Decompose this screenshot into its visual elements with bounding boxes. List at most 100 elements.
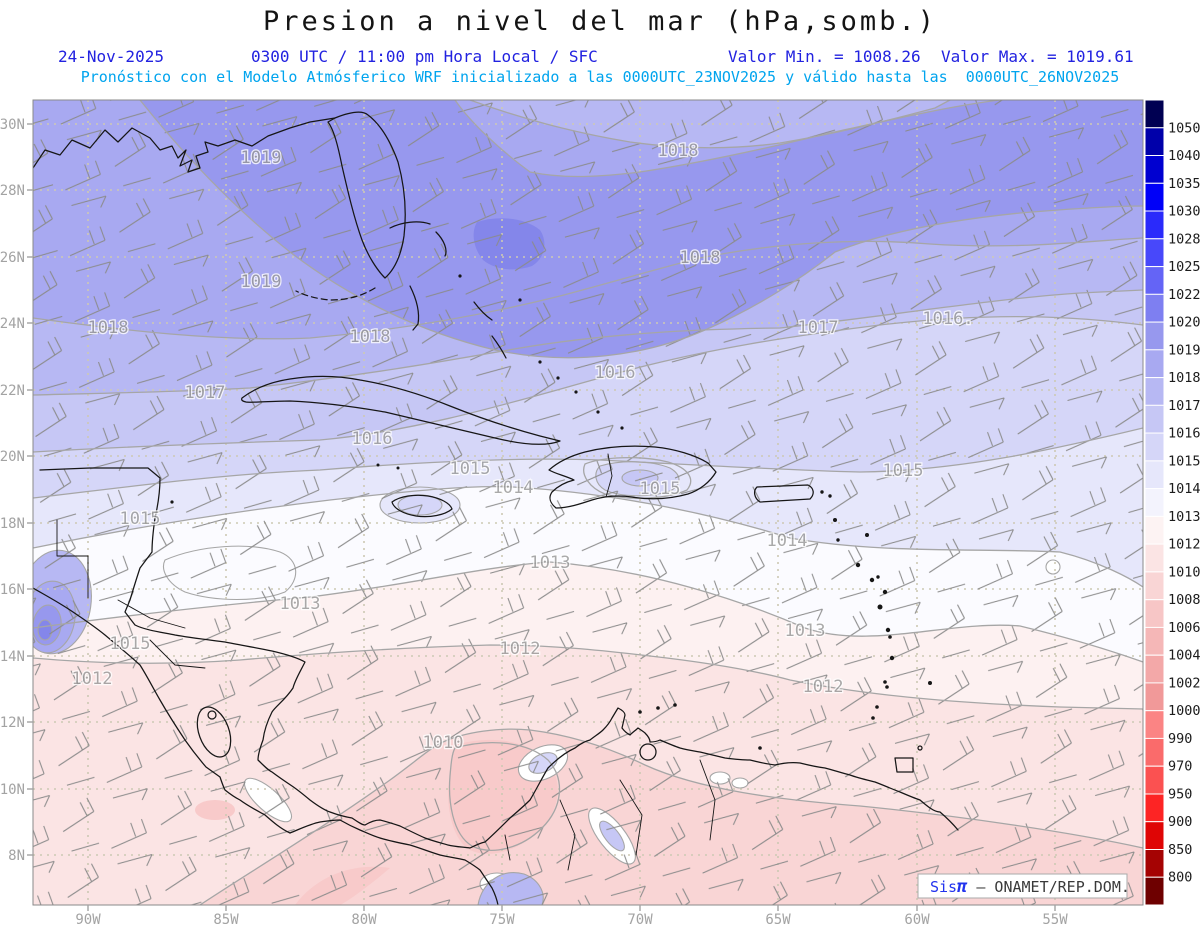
isobar-label: 1015 xyxy=(883,461,924,481)
gulf-coast xyxy=(33,117,336,173)
colorbar-label: 1004 xyxy=(1168,648,1200,664)
belize-guatemala-border xyxy=(56,519,89,599)
isobar-label: 1016. xyxy=(922,309,973,329)
isobar-label: 1017 xyxy=(185,383,226,403)
lat-label: 30N xyxy=(0,117,25,133)
colorbar-label: 850 xyxy=(1168,842,1192,858)
colorbar-label: 1022 xyxy=(1168,287,1200,303)
colorbar-cell xyxy=(1144,737,1165,767)
colorbar-label: 1016 xyxy=(1168,426,1200,442)
florida-keys xyxy=(295,287,376,301)
hispaniola xyxy=(548,445,717,509)
isobar-label: 1016 xyxy=(595,363,636,383)
lat-ticks xyxy=(27,123,33,856)
credit-box xyxy=(917,873,1128,899)
colorbar-label: 1010 xyxy=(1168,564,1200,580)
isobar-label: 1015 xyxy=(120,509,161,529)
colorbar-label: 1014 xyxy=(1168,481,1200,497)
isobar-label: 1012 xyxy=(72,669,113,689)
lat-label: 20N xyxy=(0,449,25,465)
colorbar-label: 990 xyxy=(1168,731,1192,747)
colorbar-cell xyxy=(1144,127,1165,157)
colorbar-cells xyxy=(1144,99,1165,906)
colorbar-cell xyxy=(1144,488,1165,517)
colorbar-cell xyxy=(1144,876,1165,906)
colorbar-cell xyxy=(1144,460,1165,490)
colorbar-cell xyxy=(1144,99,1165,129)
value-max: Valor Max. = 1019.61 xyxy=(941,47,1134,66)
isobar-1019-gulf xyxy=(139,100,1143,359)
colorbar-cell xyxy=(1144,821,1165,851)
florida xyxy=(327,111,406,279)
lat-label: 16N xyxy=(0,582,25,598)
lat-label: 26N xyxy=(0,250,25,266)
isobar-1010-loop xyxy=(448,741,561,851)
lon-label: 70W xyxy=(627,912,653,927)
isobar-label: 1013 xyxy=(280,594,321,614)
page-title: Presion a nivel del mar (hPa,somb.) xyxy=(263,6,937,37)
trinidad xyxy=(894,757,914,773)
colorbar-cell xyxy=(1144,793,1165,823)
isobar-1010 xyxy=(199,728,1143,905)
colorbar-cell xyxy=(1144,599,1165,629)
isobar-1013 xyxy=(33,561,1143,663)
bahamas-eleuthera xyxy=(473,301,493,321)
colorbar-cell xyxy=(1144,349,1165,379)
isobar-label: 1016 xyxy=(352,429,393,449)
colorbar-label: 1050 xyxy=(1168,120,1200,136)
pacific-coast xyxy=(33,587,499,905)
colorbar-cell xyxy=(1144,432,1165,462)
lon-label: 60W xyxy=(904,912,930,927)
colorbar-label: 950 xyxy=(1168,787,1192,803)
lat-label: 8N xyxy=(8,848,25,864)
colorbar-label: 1008 xyxy=(1168,592,1200,608)
lat-label: 18N xyxy=(0,516,25,532)
isobar-label: 1018 xyxy=(88,318,129,338)
lesser-antilles xyxy=(820,490,932,720)
sa-interior-borders xyxy=(504,759,716,871)
isobar-label: 1018 xyxy=(680,248,721,268)
isobar-label: 1019 xyxy=(241,148,282,168)
isobar-1018 xyxy=(33,237,1143,340)
isobar-1015-hispaniola xyxy=(583,457,692,499)
credit-text: Sisπ – ONAMET/REP.DOM. xyxy=(930,877,1130,897)
isobar-label: 1014 xyxy=(493,478,534,498)
lat-label: 24N xyxy=(0,316,25,332)
valid-date: 24-Nov-2025 xyxy=(58,47,164,66)
lake-nicaragua xyxy=(196,706,232,758)
colorbar-cell xyxy=(1144,321,1165,351)
bahamas-cays xyxy=(170,274,624,504)
colorbar-cell xyxy=(1144,710,1165,740)
lon-label: 75W xyxy=(489,912,515,927)
haiti-dr-border xyxy=(605,453,613,498)
lon-label: 85W xyxy=(213,912,239,927)
tobago xyxy=(917,745,923,751)
colorbar-cell xyxy=(1144,515,1165,545)
colorbar-cell xyxy=(1144,654,1165,684)
valid-time: 0300 UTC / 11:00 pm Hora Local / SFC xyxy=(251,47,598,66)
bahamas-andros xyxy=(409,285,420,331)
colorbar-label: 1040 xyxy=(1168,148,1200,164)
value-min: Valor Min. = 1008.26 xyxy=(728,47,921,66)
colorbar-label: 800 xyxy=(1168,870,1192,886)
abc-islands xyxy=(638,703,762,750)
lat-label: 28N xyxy=(0,183,25,199)
colorbar-cell xyxy=(1144,682,1165,712)
isobar-label: 1019 xyxy=(241,272,282,292)
model-subtitle: Pronóstico con el Modelo Atmósferico WRF… xyxy=(80,68,1120,86)
lake-maracaibo xyxy=(639,743,657,761)
colorbar-label: 970 xyxy=(1168,759,1192,775)
colorbar-cell xyxy=(1144,182,1165,212)
colorbar-label: 1020 xyxy=(1168,315,1200,331)
colorbar-labels: 1050 1040 1035 1030 1028 1025 1022 1020 … xyxy=(1168,120,1200,885)
credit-org: – ONAMET/REP.DOM. xyxy=(967,878,1130,896)
bahamas-longisland xyxy=(491,335,507,359)
colorbar-label: 1019 xyxy=(1168,342,1200,358)
lake-managua xyxy=(207,710,217,720)
south-america-coast xyxy=(484,707,959,843)
colorbar-label: 1002 xyxy=(1168,675,1200,691)
isobar-label: 1018 xyxy=(350,327,391,347)
puerto-rico xyxy=(753,484,814,503)
